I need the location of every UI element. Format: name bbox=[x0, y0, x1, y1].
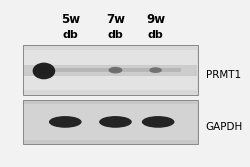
Bar bbox=[24, 50, 196, 90]
Bar bbox=[22, 45, 198, 95]
Text: db: db bbox=[147, 30, 163, 40]
Text: GAPDH: GAPDH bbox=[205, 122, 242, 132]
Bar bbox=[22, 100, 198, 144]
Ellipse shape bbox=[99, 116, 131, 128]
Text: 5w: 5w bbox=[60, 13, 80, 26]
Text: 9w: 9w bbox=[146, 13, 165, 26]
Bar bbox=[55, 68, 180, 72]
Ellipse shape bbox=[108, 67, 122, 73]
Ellipse shape bbox=[32, 63, 55, 79]
Text: 7w: 7w bbox=[106, 13, 124, 26]
Bar bbox=[24, 104, 196, 140]
Text: db: db bbox=[107, 30, 123, 40]
Text: PRMT1: PRMT1 bbox=[205, 70, 240, 80]
Bar bbox=[48, 66, 193, 74]
Ellipse shape bbox=[141, 116, 174, 128]
Ellipse shape bbox=[149, 67, 161, 73]
Text: db: db bbox=[62, 30, 78, 40]
Bar bbox=[24, 65, 196, 75]
Ellipse shape bbox=[49, 116, 81, 128]
Bar bbox=[55, 68, 180, 72]
